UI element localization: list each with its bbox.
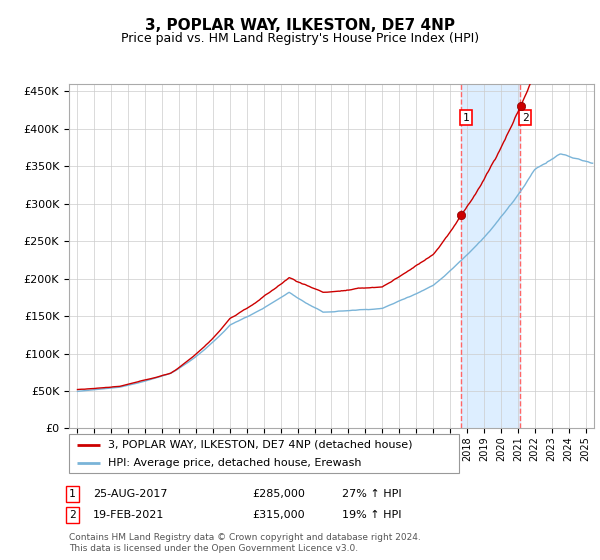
Text: 3, POPLAR WAY, ILKESTON, DE7 4NP: 3, POPLAR WAY, ILKESTON, DE7 4NP — [145, 18, 455, 33]
Text: 19% ↑ HPI: 19% ↑ HPI — [342, 510, 401, 520]
Bar — [461, 84, 520, 428]
Text: HPI: Average price, detached house, Erewash: HPI: Average price, detached house, Erew… — [108, 458, 361, 468]
Text: £285,000: £285,000 — [252, 489, 305, 499]
Text: 2: 2 — [69, 510, 76, 520]
Text: 3, POPLAR WAY, ILKESTON, DE7 4NP (detached house): 3, POPLAR WAY, ILKESTON, DE7 4NP (detach… — [108, 440, 413, 450]
Text: 2: 2 — [521, 113, 529, 123]
Text: 27% ↑ HPI: 27% ↑ HPI — [342, 489, 401, 499]
Text: 1: 1 — [69, 489, 76, 499]
Text: £315,000: £315,000 — [252, 510, 305, 520]
Text: 1: 1 — [463, 113, 469, 123]
Text: 25-AUG-2017: 25-AUG-2017 — [93, 489, 167, 499]
FancyBboxPatch shape — [69, 434, 459, 473]
Text: Contains HM Land Registry data © Crown copyright and database right 2024.
This d: Contains HM Land Registry data © Crown c… — [69, 533, 421, 553]
Text: 19-FEB-2021: 19-FEB-2021 — [93, 510, 164, 520]
Text: Price paid vs. HM Land Registry's House Price Index (HPI): Price paid vs. HM Land Registry's House … — [121, 32, 479, 45]
